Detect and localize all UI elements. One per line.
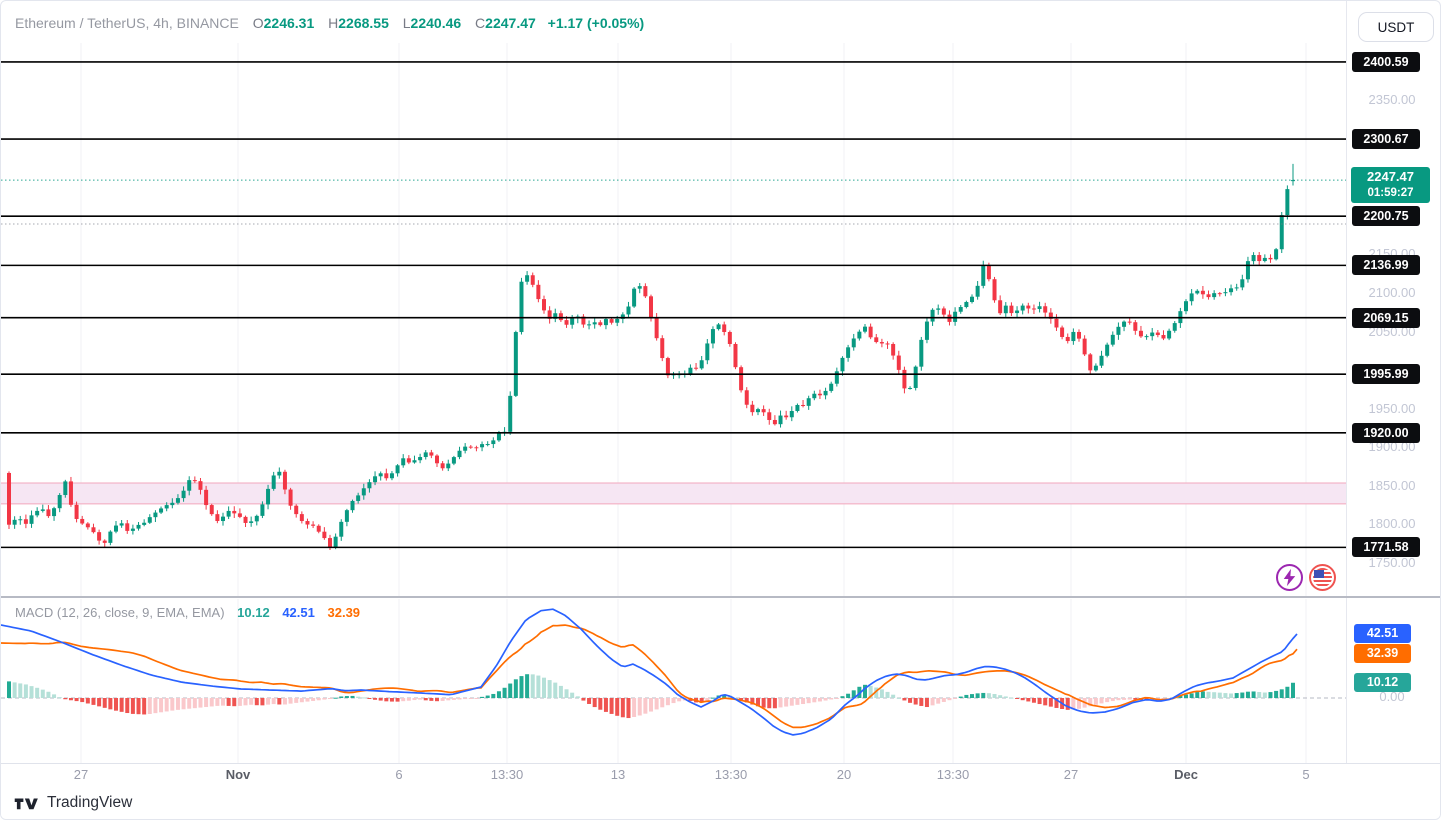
price-level-badge-2136.99[interactable]: 2136.99: [1352, 255, 1420, 276]
price-axis-border: [1346, 1, 1347, 763]
price-level-badge-1920.00[interactable]: 1920.00: [1352, 422, 1420, 443]
price-level-badge-2300.67[interactable]: 2300.67: [1352, 129, 1420, 150]
macd-hist-value: 10.12: [237, 605, 270, 620]
macd-badge-32.39[interactable]: 32.39: [1354, 644, 1411, 664]
high-label: H: [328, 15, 339, 31]
macd-badge-10.12[interactable]: 10.12: [1354, 673, 1411, 693]
time-tick-20[interactable]: 20: [836, 767, 852, 782]
current-price-value: 2247.47: [1367, 169, 1414, 185]
macd-zero-label: 0.00: [1379, 689, 1405, 704]
open-value: 2246.31: [263, 15, 315, 31]
macd-indicator-pane[interactable]: [1, 599, 1346, 763]
tradingview-logo[interactable]: TradingView: [14, 794, 132, 812]
tradingview-logo-icon: [14, 797, 38, 809]
macd-signal-value: 32.39: [327, 605, 361, 620]
time-tick-27[interactable]: 27: [1063, 767, 1079, 782]
price-chart-pane[interactable]: [1, 1, 1346, 598]
symbol-title[interactable]: Ethereum / TetherUS, 4h, BINANCE: [15, 15, 239, 31]
close-label: C: [475, 15, 486, 31]
price-tick-1800.00: 1800.00: [1368, 516, 1416, 532]
price-tick-1950.00: 1950.00: [1368, 400, 1416, 416]
price-tick-2350.00: 2350.00: [1368, 92, 1416, 107]
time-tick-Dec[interactable]: Dec: [1174, 767, 1198, 782]
time-tick-13:30[interactable]: 13:30: [936, 767, 970, 782]
macd-params: (12, 26, close, 9, EMA, EMA): [56, 605, 225, 620]
price-level-badge-2400.59[interactable]: 2400.59: [1352, 51, 1420, 72]
low-label: L: [402, 15, 411, 31]
close-value: 2247.47: [485, 15, 536, 31]
us-flag-icon[interactable]: [1309, 564, 1336, 591]
time-tick-5[interactable]: 5: [1302, 767, 1310, 782]
price-tick-2100.00: 2100.00: [1368, 284, 1416, 300]
macd-badge-42.51[interactable]: 42.51: [1354, 624, 1411, 644]
time-tick-27[interactable]: 27: [73, 767, 89, 782]
price-level-badge-1995.99[interactable]: 1995.99: [1352, 364, 1420, 385]
low-value: 2240.46: [410, 15, 462, 31]
time-tick-6[interactable]: 6: [395, 767, 403, 782]
time-tick-13[interactable]: 13: [610, 767, 626, 782]
time-tick-13:30[interactable]: 13:30: [490, 767, 524, 782]
pane-separator[interactable]: [1, 596, 1440, 598]
price-tick-1750.00: 1750.00: [1368, 555, 1416, 571]
price-level-badge-2200.75[interactable]: 2200.75: [1352, 206, 1420, 227]
bar-countdown: 01:59:27: [1367, 187, 1414, 200]
flag-canton: [1314, 570, 1324, 578]
price-level-badge-1771.58[interactable]: 1771.58: [1352, 537, 1420, 558]
macd-legend[interactable]: MACD (12, 26, close, 9, EMA, EMA) 10.12 …: [15, 605, 360, 620]
high-value: 2268.55: [338, 15, 389, 31]
macd-line-value: 42.51: [282, 605, 315, 620]
lightning-icon[interactable]: [1276, 564, 1303, 591]
macd-title[interactable]: MACD: [15, 605, 54, 620]
time-tick-13:30[interactable]: 13:30: [714, 767, 748, 782]
currency-toggle-button[interactable]: USDT: [1358, 12, 1434, 42]
footer: TradingView: [1, 787, 1440, 819]
symbol-legend[interactable]: Ethereum / TetherUS, 4h, BINANCE O2246.3…: [15, 15, 644, 31]
time-axis-separator: [1, 763, 1440, 764]
price-level-badge-2069.15[interactable]: 2069.15: [1352, 307, 1420, 328]
tradingview-logo-text: TradingView: [47, 794, 133, 811]
price-tick-1850.00: 1850.00: [1368, 477, 1416, 493]
current-price-badge[interactable]: 2247.47 01:59:27: [1351, 167, 1430, 204]
time-tick-Nov[interactable]: Nov: [225, 767, 251, 782]
price-tick-1900.00: 1900.00: [1368, 439, 1416, 455]
open-label: O: [252, 15, 264, 31]
change-value: +1.17 (+0.05%): [547, 15, 645, 31]
